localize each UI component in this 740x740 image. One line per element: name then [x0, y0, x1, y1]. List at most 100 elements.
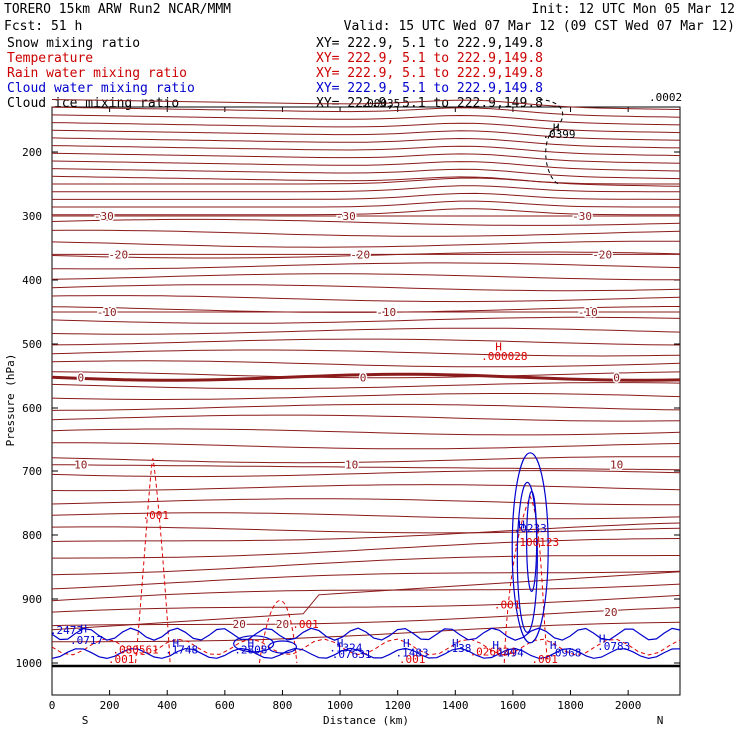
legend-xy-1: XY= 222.9, 5.1 to 222.9,149.8: [316, 51, 543, 66]
isotherm-line-15: [52, 208, 680, 216]
annotation-0: .001: [108, 653, 135, 666]
legend-name-3: Cloud water mixing ratio: [7, 81, 195, 96]
y-tick-label-1000: 1000: [16, 657, 43, 670]
annotation-8: .001: [399, 653, 426, 666]
isotherm-label-0-0: 0: [77, 371, 84, 384]
annotation-11: .0233: [514, 522, 547, 535]
y-tick-label-700: 700: [22, 465, 42, 478]
isotherm-label-0-1: 0: [360, 371, 367, 384]
isotherm-line-20: [51, 262, 681, 270]
annotation-9: .001: [531, 653, 558, 666]
isotherm-line-5: [51, 137, 681, 149]
y-tick-label-500: 500: [22, 338, 42, 351]
x-tick-label-800: 800: [273, 699, 293, 712]
isotherm-line-11: [52, 177, 680, 185]
legend-xy-0: XY= 222.9, 5.1 to 222.9,149.8: [316, 36, 543, 51]
isotherm-label--30-2: -30: [572, 210, 592, 223]
isotherm-line-39: [51, 484, 681, 492]
isotherm-label--10-1: -10: [376, 306, 396, 319]
isotherm-line-45: [51, 555, 680, 576]
y-tick-label-200: 200: [22, 146, 42, 159]
isotherm-line-32: [51, 393, 681, 400]
hydrometeor-contours: [51, 99, 681, 664]
annotation-25: H: [452, 637, 459, 650]
isotherm-line-23: [51, 295, 681, 303]
isotherm-line-40: [51, 498, 680, 506]
annotation-12: H: [518, 519, 525, 532]
annotation-6: .100123: [513, 536, 559, 549]
annotation-17: .1748: [165, 643, 198, 656]
north-label: N: [657, 714, 664, 727]
annotation-1: .001: [142, 509, 169, 522]
legend-name-0: Snow mixing ratio: [7, 36, 140, 51]
legend-xy-2: XY= 222.9, 5.1 to 222.9,149.8: [316, 66, 543, 81]
forecast-hour: Fcst: 51 h: [4, 19, 82, 34]
isotherm-line-35: [51, 428, 681, 436]
annotation-18: H: [247, 637, 254, 650]
y-axis-label: Pressure (hPa): [4, 354, 17, 447]
annotation-33: H: [553, 122, 560, 135]
isotherm-label--20-2: -20: [592, 248, 612, 261]
rain-plume-1650: [503, 495, 548, 664]
isotherm-line-26: [51, 327, 681, 335]
isotherm-label-20-0: 20: [233, 618, 246, 631]
isotherm-label--20-0: -20: [108, 248, 128, 261]
isotherm-label--10-0: -10: [97, 306, 117, 319]
y-tick-label-900: 900: [22, 593, 42, 606]
cloud-tower-1: [516, 481, 538, 634]
x-tick-label-1400: 1400: [442, 699, 469, 712]
y-tick-label-600: 600: [22, 402, 42, 415]
annotation-22: .07631: [332, 648, 372, 661]
annotation-21: .1324: [329, 641, 362, 654]
cloud-band-upper: [51, 627, 681, 641]
isotherm-label-20-2: 20: [604, 606, 617, 619]
isotherm-label--30-1: -30: [336, 210, 356, 223]
annotation-24: .1483: [396, 647, 429, 660]
x-tick-label-2000: 2000: [615, 699, 642, 712]
x-tick-label-1800: 1800: [557, 699, 584, 712]
isotherm-line-12: [52, 185, 680, 193]
isotherm-line-41: [51, 512, 681, 520]
isotherm-label-0-2: 0: [613, 371, 620, 384]
annotation-14: .0717: [70, 634, 103, 647]
isotherm-line-18: [51, 240, 680, 248]
isotherm-label-10-1: 10: [345, 459, 358, 472]
legend-name-2: Rain water mixing ratio: [7, 66, 187, 81]
isotherm-line-46: [51, 570, 681, 590]
x-tick-label-400: 400: [157, 699, 177, 712]
isotherm-line-17: [51, 229, 681, 237]
contour-annotations: .001.001.080561.001H.000028.100123.001.0…: [50, 91, 682, 666]
isotherm-line-48: [51, 594, 681, 613]
temperature-isotherms: -30 -30 -30 -20 -20 -20 -10 -10 -10 0 0 0 10 10 10 20 20…: [51, 99, 681, 668]
x-tick-label-0: 0: [49, 699, 56, 712]
annotation-10: .026634: [470, 645, 517, 658]
cloud-blob-0: [233, 635, 275, 653]
annotation-5: .000028: [481, 350, 527, 363]
isotherm-line-7: [51, 152, 681, 164]
x-tick-label-600: 600: [215, 699, 235, 712]
isotherm-label-10-0: 10: [74, 459, 87, 472]
init-time: Init: 12 UTC Mon 05 Mar 12: [532, 2, 736, 17]
isotherm-label-10-2: 10: [610, 459, 623, 472]
isotherm-0: [51, 372, 681, 382]
annotation-31: H: [599, 633, 606, 646]
annotation-29: H: [550, 639, 557, 652]
annotation-3: .001: [292, 618, 319, 631]
isotherm-line-29: [51, 360, 681, 368]
isotherm-line-30: [51, 371, 681, 379]
isotherm-line-43: [51, 522, 681, 542]
isotherm-label--10-2: -10: [578, 306, 598, 319]
y-tick-label-800: 800: [22, 529, 42, 542]
isotherm-line-37: [51, 456, 681, 464]
isotherm-20: [51, 571, 681, 631]
isotherm-line-34: [51, 414, 681, 422]
x-tick-label-1200: 1200: [384, 699, 411, 712]
isotherm-line-42: [51, 526, 681, 534]
isotherm-line-38: [51, 470, 681, 478]
axis-ticks: 0 200 400 600 800 1000 1200 1400 1600 1800 2000200…: [16, 107, 680, 712]
plot-frame: [51, 106, 681, 696]
x-tick-label-1000: 1000: [327, 699, 354, 712]
isotherm-line-50: [52, 621, 681, 643]
cloud-blob-1: [267, 640, 298, 654]
rain-spike-350: [135, 458, 171, 664]
